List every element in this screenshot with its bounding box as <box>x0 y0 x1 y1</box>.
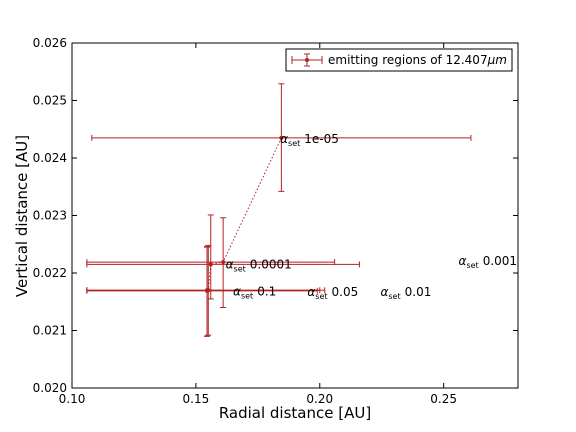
annotation-value: 1e-05 <box>304 132 339 146</box>
legend-label: emitting regions of 12.407μm <box>328 53 507 67</box>
legend-label-prefix: emitting regions of 12.407 <box>328 53 488 67</box>
legend: emitting regions of 12.407μm <box>285 48 513 72</box>
annotation-value: 0.1 <box>257 284 276 298</box>
annotation-symbol: α <box>280 132 288 146</box>
data-point <box>86 246 318 337</box>
x-tick-label: 0.25 <box>430 392 457 406</box>
data-layer <box>86 83 472 337</box>
y-tick-label: 0.021 <box>33 324 67 338</box>
annotation-value: 0.0001 <box>250 257 292 271</box>
legend-marker <box>291 53 323 67</box>
y-tick-label: 0.025 <box>33 94 67 108</box>
y-tick-label: 0.024 <box>33 151 67 165</box>
annotation-symbol: α <box>380 285 388 299</box>
annotation-label: αset 0.05 <box>307 285 358 301</box>
y-tick-label: 0.026 <box>33 36 67 50</box>
point-marker <box>208 262 213 267</box>
annotation-symbol: α <box>233 284 241 298</box>
annotation-subscript: set <box>466 261 478 270</box>
annotation-subscript: set <box>234 264 246 273</box>
annotation-value: 0.001 <box>483 254 517 268</box>
y-tick-label: 0.022 <box>33 266 67 280</box>
annotation-symbol: α <box>307 285 315 299</box>
annotation-label: αset 0.1 <box>233 284 276 300</box>
data-point <box>86 214 360 300</box>
point-marker <box>204 288 210 293</box>
y-tick-label: 0.020 <box>33 381 67 395</box>
x-axis-label: Radial distance [AU] <box>219 404 371 422</box>
y-axis-label: Vertical distance [AU] <box>13 135 31 297</box>
x-tick-label: 0.20 <box>306 392 333 406</box>
x-tick-label: 0.10 <box>59 392 86 406</box>
x-tick-label: 0.15 <box>183 392 210 406</box>
annotation-subscript: set <box>241 291 253 300</box>
annotation-label: αset 1e-05 <box>280 132 339 148</box>
point-marker <box>221 259 226 265</box>
legend-marker-dot <box>305 58 309 62</box>
point-marker <box>279 135 284 140</box>
annotation-subscript: set <box>288 139 300 148</box>
legend-label-unit: μm <box>487 53 507 67</box>
annotation-symbol: α <box>226 257 234 271</box>
y-tick-label: 0.023 <box>33 209 67 223</box>
annotation-label: αset 0.001 <box>459 254 518 270</box>
annotation-symbol: α <box>459 254 467 268</box>
annotation-label: αset 0.0001 <box>226 257 292 273</box>
annotation-value: 0.05 <box>332 285 359 299</box>
annotation-subscript: set <box>315 292 327 301</box>
ticks-layer: 0.10 0.15 0.20 0.25 0.020 0.021 0.022 0.023 0.02… <box>33 36 518 406</box>
legend-box <box>285 48 513 72</box>
annotation-label: αset 0.01 <box>380 285 431 301</box>
annotation-subscript: set <box>388 292 400 301</box>
data-point <box>91 83 472 192</box>
annotation-value: 0.01 <box>405 285 432 299</box>
